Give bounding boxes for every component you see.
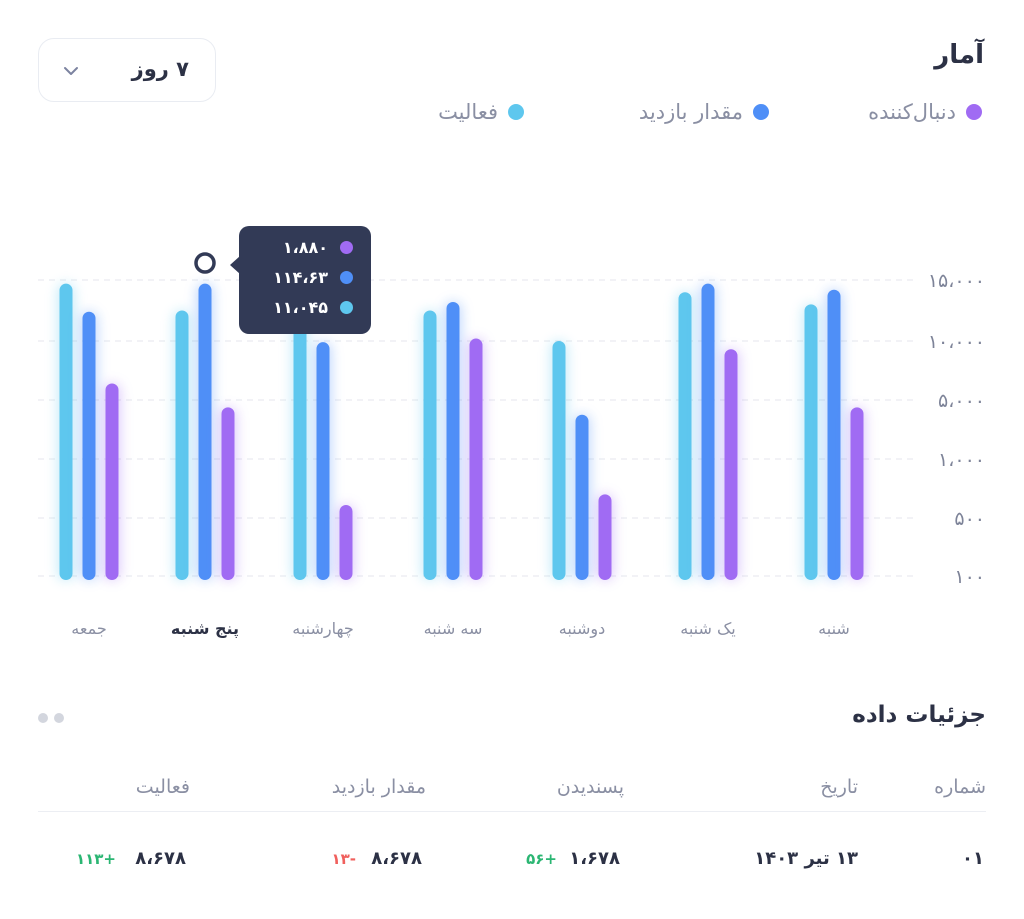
tooltip-row: ۱،۸۸۰ <box>283 238 353 257</box>
x-tick-label: جمعه <box>71 619 106 638</box>
y-tick-label: ۵،۰۰۰ <box>938 390 985 412</box>
bar[interactable] <box>423 310 437 581</box>
legend-item-views[interactable]: مقدار بازدید <box>639 100 769 124</box>
bar[interactable] <box>105 383 119 580</box>
bar[interactable] <box>59 283 73 580</box>
column-header-date[interactable]: تاریخ <box>820 776 858 798</box>
tooltip-dot <box>340 241 353 254</box>
y-tick-label: ۱،۰۰۰ <box>938 449 985 471</box>
bar[interactable] <box>221 407 235 580</box>
bar[interactable] <box>850 407 864 580</box>
bar[interactable] <box>469 338 483 580</box>
legend-dot <box>966 104 982 120</box>
range-dropdown-value: ۷ روز <box>131 57 189 81</box>
x-tick-label: پنج شنبه <box>171 619 239 639</box>
legend-dot <box>508 104 524 120</box>
cell-likes: ۱،۶۷۸ <box>569 848 620 869</box>
x-tick-label: یک شنبه <box>680 619 736 638</box>
bar[interactable] <box>552 341 566 580</box>
pager-dot[interactable] <box>38 713 48 723</box>
chevron-down-icon <box>64 67 78 75</box>
x-tick-label: دوشنبه <box>559 619 606 639</box>
table-divider <box>38 811 986 812</box>
cell-views: ۸،۶۷۸ <box>371 848 422 869</box>
cell-views-delta: -۱۳ <box>331 850 356 868</box>
cell-activity: ۸،۶۷۸ <box>135 848 186 869</box>
cell-date: ۱۳ تیر ۱۴۰۳ <box>754 848 858 869</box>
range-dropdown[interactable]: ۷ روز <box>38 38 216 102</box>
tooltip-value: ۱۱،۰۴۵ <box>273 298 328 317</box>
tooltip-value: ۱،۸۸۰ <box>282 238 328 257</box>
column-header-number[interactable]: شماره <box>934 776 986 798</box>
cell-number: ۰۱ <box>962 848 984 869</box>
legend-item-activity[interactable]: فعالیت <box>438 100 524 124</box>
bar[interactable] <box>316 342 330 580</box>
column-header-views[interactable]: مقدار بازدید <box>331 776 426 798</box>
x-tick-label: سه شنبه <box>424 619 483 638</box>
bar[interactable] <box>724 349 738 580</box>
bar[interactable] <box>827 289 841 580</box>
pager-dots[interactable] <box>38 713 64 723</box>
page-title: آمار <box>934 40 984 70</box>
bar[interactable] <box>678 292 692 580</box>
x-tick-label: شنبه <box>818 619 850 638</box>
highlight-marker <box>194 252 216 274</box>
chart-tooltip: ۱،۸۸۰ ۱۱۴،۶۳ ۱۱،۰۴۵ <box>230 226 371 334</box>
legend-label: فعالیت <box>438 100 498 124</box>
legend-item-followers[interactable]: دنبال‌کننده <box>868 100 982 124</box>
bar[interactable] <box>339 505 353 580</box>
bar[interactable] <box>82 311 96 580</box>
details-title: جزئیات داده <box>852 702 986 728</box>
bar[interactable] <box>598 494 612 580</box>
stats-bar-chart: ۱۵،۰۰۰ ۱۰،۰۰۰ ۵،۰۰۰ ۱،۰۰۰ ۵۰۰ ۱۰۰ شنبه یک شنبه د… <box>38 252 985 639</box>
bar[interactable] <box>175 310 189 581</box>
bar[interactable] <box>804 304 818 580</box>
legend-label: دنبال‌کننده <box>868 100 956 124</box>
cell-activity-delta: +۱۱۳ <box>75 850 116 868</box>
bar[interactable] <box>446 301 460 580</box>
tooltip-dot <box>340 271 353 284</box>
cell-likes-delta: +۵۶ <box>526 850 557 868</box>
bar[interactable] <box>701 283 715 580</box>
pager-dot[interactable] <box>54 713 64 723</box>
bar[interactable] <box>575 414 589 580</box>
legend-dot <box>753 104 769 120</box>
y-tick-label: ۱۰۰ <box>954 566 985 588</box>
column-header-likes[interactable]: پسندیدن <box>556 776 624 798</box>
y-tick-label: ۵۰۰ <box>954 508 985 530</box>
tooltip-row: ۱۱۴،۶۳ <box>273 268 353 287</box>
bar[interactable] <box>198 283 212 580</box>
y-tick-label: ۱۵،۰۰۰ <box>928 270 985 292</box>
bar[interactable] <box>293 316 307 580</box>
legend-label: مقدار بازدید <box>638 100 743 124</box>
y-tick-label: ۱۰،۰۰۰ <box>928 331 985 353</box>
x-tick-label: چهارشنبه <box>292 619 354 639</box>
tooltip-dot <box>340 301 353 314</box>
tooltip-value: ۱۱۴،۶۳ <box>273 268 328 287</box>
column-header-activity[interactable]: فعالیت <box>135 776 190 798</box>
tooltip-row: ۱۱،۰۴۵ <box>273 298 353 317</box>
